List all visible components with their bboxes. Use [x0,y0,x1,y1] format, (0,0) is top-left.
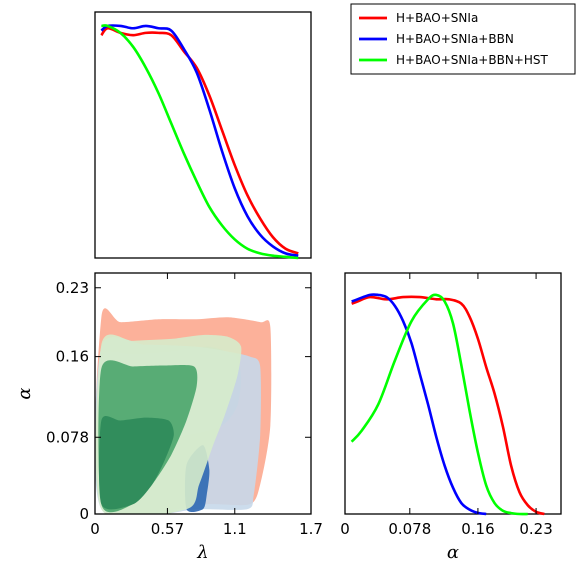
contour-x-tick-label: 0.57 [151,520,184,538]
series-line-h-bao-snia-bbn [100,24,299,257]
series-line-h-bao-snia-bbn-hst [101,24,299,260]
alpha-marginal-x-tick-label: 0.23 [519,520,552,538]
alpha-marginal-frame [344,272,562,515]
contour-h-bao-snia-bbn-hst-core [98,415,174,510]
lambda-alpha-contour-panel: 0 0.57 1.1 1.7 0 0.078 0.16 0.23 λ α [14,272,323,563]
legend-box [350,3,576,75]
contour-y-tick-label: 0.078 [46,428,89,446]
legend-label-h-bao-snia-bbn-hst: H+BAO+SNIa+BBN+HST [396,53,548,67]
y-axis-label: α [14,387,35,399]
contour-frame [94,272,312,515]
alpha-marginal-x-tick-label: 0.078 [388,520,431,538]
series-line-h-bao-snia [100,26,299,255]
alpha-marginal-panel: 0 0.078 0.16 0.23 α [340,272,562,563]
alpha-marginal-x-tick-label: 0 [340,520,350,538]
series-line-h-bao-snia [351,295,545,516]
legend: H+BAO+SNIa H+BAO+SNIa+BBN H+BAO+SNIa+BBN+H… [350,3,576,75]
contour-x-tick-label: 1.7 [299,520,323,538]
contour-x-tick-label: 1.1 [223,520,247,538]
contour-y-tick-label: 0.23 [56,279,89,297]
x-axis-label: λ [196,542,208,563]
series-line-h-bao-snia-bbn [351,293,487,516]
alpha-marginal-x-tick-label: 0.16 [461,520,494,538]
lambda-marginal-frame [94,11,312,259]
legend-label-h-bao-snia: H+BAO+SNIa [396,11,478,25]
contour-regions [95,308,272,514]
alpha-x-axis-label: α [447,542,459,563]
contour-y-tick-label: 0 [79,505,89,523]
contour-x-tick-label: 0 [90,520,100,538]
lambda-marginal-panel [94,11,312,260]
legend-label-h-bao-snia-bbn: H+BAO+SNIa+BBN [396,32,514,46]
contour-y-tick-label: 0.16 [56,348,89,366]
series-line-h-bao-snia-bbn-hst [350,293,528,516]
